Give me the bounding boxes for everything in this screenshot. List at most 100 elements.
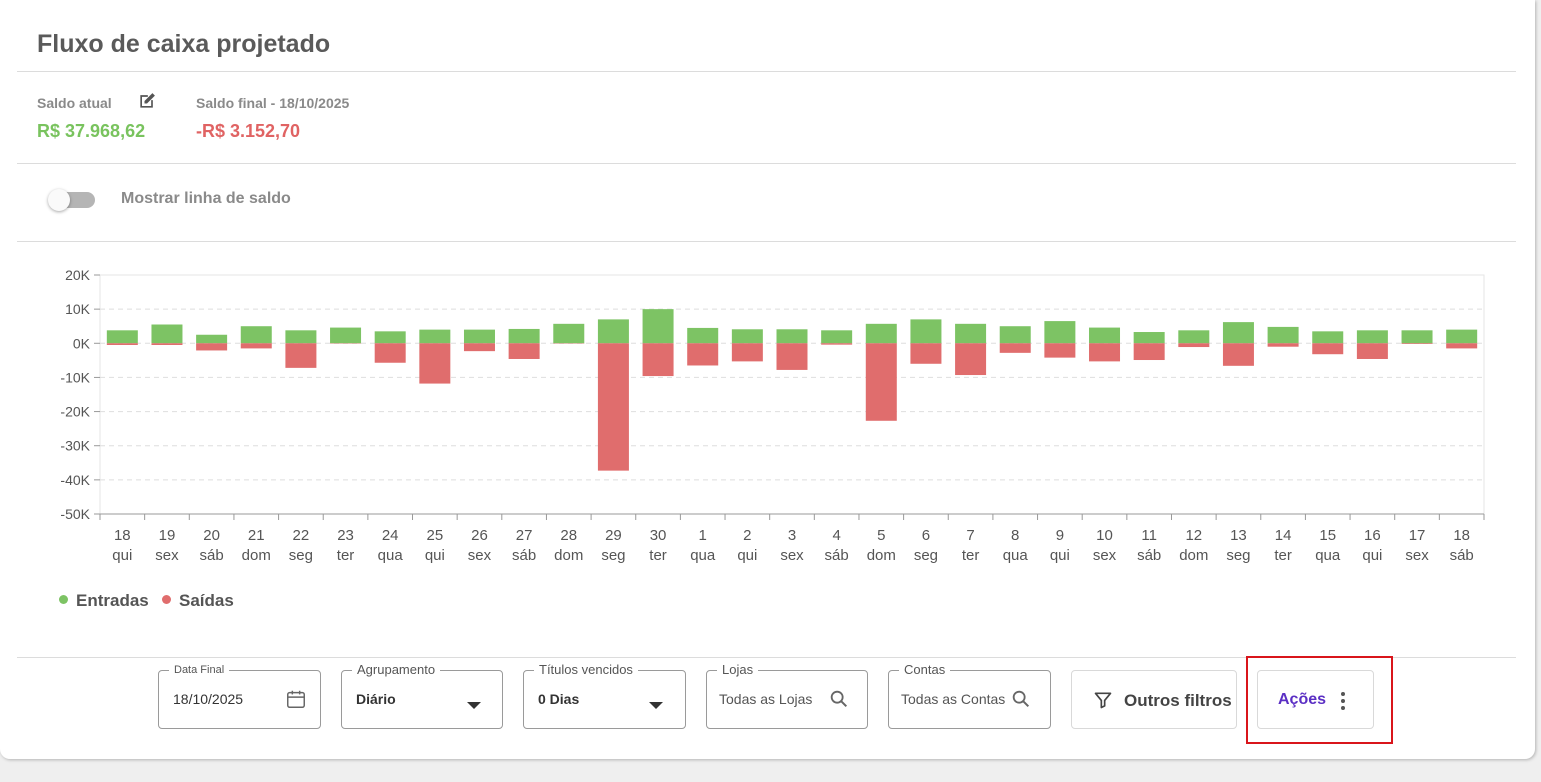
edit-icon[interactable] — [137, 91, 157, 111]
bar-saidas — [642, 343, 674, 377]
x-tick-weekday: sáb — [1450, 547, 1474, 564]
y-tick-label: -10K — [60, 369, 90, 385]
bar-saidas — [1267, 343, 1299, 347]
x-tick-day: 22 — [293, 527, 310, 544]
x-tick-weekday: sáb — [200, 547, 224, 564]
x-tick-weekday: qui — [112, 547, 132, 564]
search-icon[interactable] — [828, 688, 850, 710]
date-final-field[interactable]: Data Final 18/10/2025 — [158, 662, 321, 729]
more-vertical-icon — [1341, 692, 1345, 710]
x-tick-weekday: qui — [737, 547, 757, 564]
bar-saidas — [1446, 343, 1478, 349]
bar-entradas — [508, 328, 540, 344]
x-tick-day: 6 — [922, 527, 930, 544]
bar-saidas — [240, 343, 272, 349]
bar-entradas — [196, 334, 228, 344]
x-tick-weekday: sex — [1405, 547, 1429, 564]
divider — [17, 71, 1516, 72]
balance-line-toggle[interactable] — [48, 189, 96, 211]
bar-saidas — [597, 343, 629, 471]
bar-entradas — [1401, 330, 1433, 344]
bar-entradas — [1133, 332, 1165, 344]
bar-entradas — [374, 331, 406, 344]
x-tick-day: 18 — [114, 527, 131, 544]
bar-saidas — [910, 343, 942, 364]
x-tick-day: 23 — [337, 527, 354, 544]
bar-entradas — [1356, 330, 1388, 344]
x-tick-weekday: ter — [337, 547, 355, 564]
actions-label: Ações — [1278, 691, 1327, 708]
balance-line-toggle-label: Mostrar linha de saldo — [121, 190, 291, 207]
calendar-icon[interactable] — [285, 688, 307, 710]
x-tick-weekday: qui — [1362, 547, 1382, 564]
x-tick-weekday: seg — [914, 547, 938, 564]
legend-entradas[interactable]: Entradas — [59, 591, 149, 611]
legend-dot-out — [162, 595, 171, 604]
bar-saidas — [285, 343, 317, 368]
bar-saidas — [821, 343, 853, 345]
bar-saidas — [1089, 343, 1121, 362]
x-tick-day: 7 — [966, 527, 974, 544]
x-tick-day: 18 — [1453, 527, 1470, 544]
x-tick-weekday: dom — [867, 547, 896, 564]
x-tick-weekday: sex — [780, 547, 804, 564]
divider — [17, 657, 1516, 658]
bar-entradas — [1178, 330, 1210, 344]
bar-saidas — [1133, 343, 1165, 361]
x-tick-day: 25 — [426, 527, 443, 544]
bar-saidas — [1356, 343, 1388, 359]
bar-entradas — [821, 330, 853, 344]
x-tick-weekday: sex — [155, 547, 179, 564]
overdue-select[interactable]: Títulos vencidos 0 Dias — [523, 662, 686, 729]
x-tick-weekday: sáb — [512, 547, 536, 564]
divider — [17, 163, 1516, 164]
final-balance-label: Saldo final - 18/10/2025 — [196, 95, 350, 111]
bar-entradas — [1312, 331, 1344, 344]
bar-entradas — [642, 309, 674, 344]
bar-saidas — [1222, 343, 1254, 366]
bar-saidas — [1178, 343, 1210, 348]
search-icon[interactable] — [1010, 688, 1032, 710]
bar-entradas — [865, 323, 897, 344]
x-tick-day: 14 — [1275, 527, 1292, 544]
stores-placeholder: Todas as Lojas — [719, 691, 813, 707]
accounts-field[interactable]: Contas Todas as Contas — [888, 662, 1051, 729]
x-tick-day: 24 — [382, 527, 399, 544]
x-tick-day: 21 — [248, 527, 265, 544]
grouping-value: Diário — [356, 691, 396, 707]
page-title: Fluxo de caixa projetado — [37, 30, 331, 58]
date-final-value: 18/10/2025 — [173, 691, 244, 707]
y-tick-label: -30K — [60, 438, 90, 454]
y-tick-label: -50K — [60, 506, 90, 522]
stores-field[interactable]: Lojas Todas as Lojas — [706, 662, 868, 729]
x-tick-day: 17 — [1409, 527, 1426, 544]
more-filters-button[interactable]: Outros filtros — [1071, 670, 1237, 729]
y-tick-label: -20K — [60, 404, 90, 420]
bar-saidas — [1044, 343, 1076, 358]
bar-saidas — [463, 343, 495, 352]
bar-saidas — [999, 343, 1031, 353]
legend-dot-in — [59, 595, 68, 604]
x-tick-day: 11 — [1141, 527, 1157, 544]
bar-saidas — [508, 343, 540, 359]
bar-entradas — [999, 326, 1031, 344]
plot-frame — [99, 274, 1485, 515]
x-tick-weekday: sáb — [825, 547, 849, 564]
legend-saidas[interactable]: Saídas — [162, 591, 234, 611]
cashflow-card: Fluxo de caixa projetado Saldo atual R$ … — [0, 0, 1535, 759]
x-tick-day: 1 — [699, 527, 707, 544]
bar-entradas — [419, 329, 451, 344]
cashflow-bar-chart: 20K10K0K-10K-20K-30K-40K-50K18qui19sex20… — [60, 267, 1485, 564]
grouping-select[interactable]: Agrupamento Diário — [341, 662, 503, 729]
bar-saidas — [151, 343, 183, 345]
x-tick-day: 15 — [1319, 527, 1336, 544]
bar-entradas — [597, 319, 629, 344]
x-tick-weekday: qua — [1315, 547, 1341, 564]
bar-entradas — [1044, 321, 1076, 344]
x-tick-day: 5 — [877, 527, 885, 544]
y-tick-label: 10K — [65, 301, 91, 317]
actions-button[interactable]: Ações — [1257, 670, 1374, 729]
date-final-label: Data Final — [169, 662, 230, 678]
bar-saidas — [196, 343, 228, 351]
x-tick-day: 4 — [832, 527, 840, 544]
